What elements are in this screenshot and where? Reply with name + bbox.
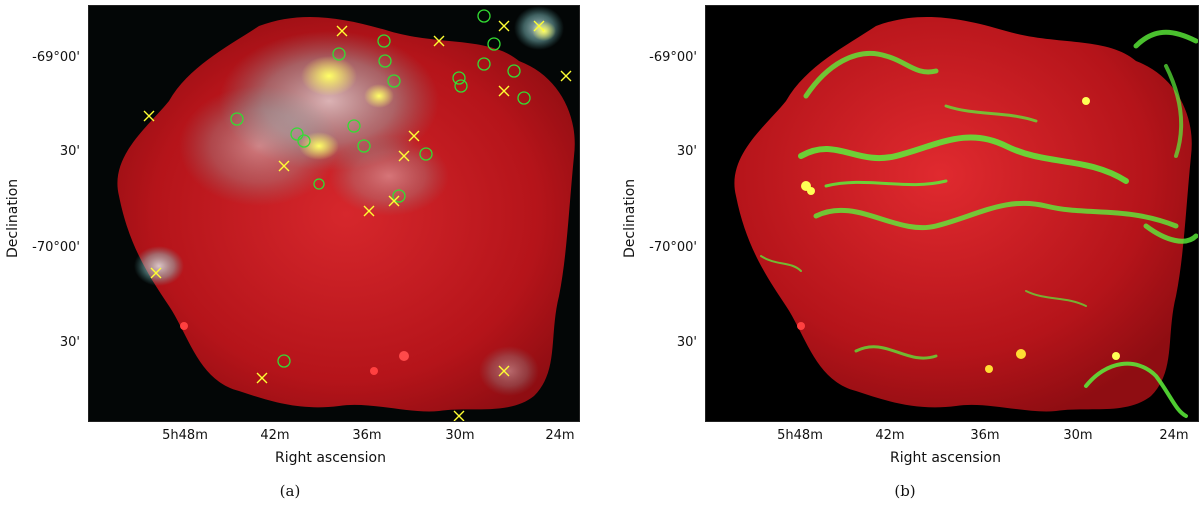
ytick-a-1: 30'	[59, 144, 80, 159]
red-mosaic-region-b	[734, 16, 1192, 412]
xtick-b-0: 5h48m	[777, 428, 823, 443]
xtick-b-1: 42m	[875, 428, 905, 443]
caption-b: (b)	[894, 482, 916, 500]
ytick-a-2: -70°00'	[32, 240, 80, 255]
xlabel-a: Right ascension	[275, 450, 386, 466]
ylabel-b: Declination	[622, 178, 638, 258]
xtick-a-2: 36m	[352, 428, 382, 443]
image-frame-a	[88, 5, 580, 422]
xtick-a-0: 5h48m	[162, 428, 208, 443]
sky-image-a	[89, 6, 579, 421]
xtick-a-3: 30m	[445, 428, 475, 443]
xtick-a-4: 24m	[545, 428, 575, 443]
sky-image-b	[706, 6, 1198, 421]
panel-a: -69°00' 30' -70°00' 30' 5h48m 42m 36m 30…	[5, 5, 580, 500]
ytick-b-2: -70°00'	[649, 240, 697, 255]
xtick-b-4: 24m	[1159, 428, 1189, 443]
green-filaments-b	[760, 29, 1198, 418]
yellow-cross-markers-a	[143, 20, 572, 421]
xlabel-b: Right ascension	[890, 450, 1001, 466]
xtick-b-2: 36m	[970, 428, 1000, 443]
ytick-a-0: -69°00'	[32, 50, 80, 65]
ytick-b-3: 30'	[676, 335, 697, 350]
caption-a: (a)	[279, 482, 301, 500]
xtick-a-1: 42m	[260, 428, 290, 443]
panel-b: -69°00' 30' -70°00' 30' 5h48m 42m 36m 30…	[600, 0, 1200, 510]
image-frame-b	[705, 5, 1199, 422]
green-circle-markers-a	[230, 9, 531, 368]
ytick-b-1: 30'	[676, 144, 697, 159]
ytick-b-0: -69°00'	[649, 50, 697, 65]
ylabel-a: Declination	[5, 178, 21, 258]
xtick-b-3: 30m	[1063, 428, 1093, 443]
ytick-a-3: 30'	[59, 335, 80, 350]
